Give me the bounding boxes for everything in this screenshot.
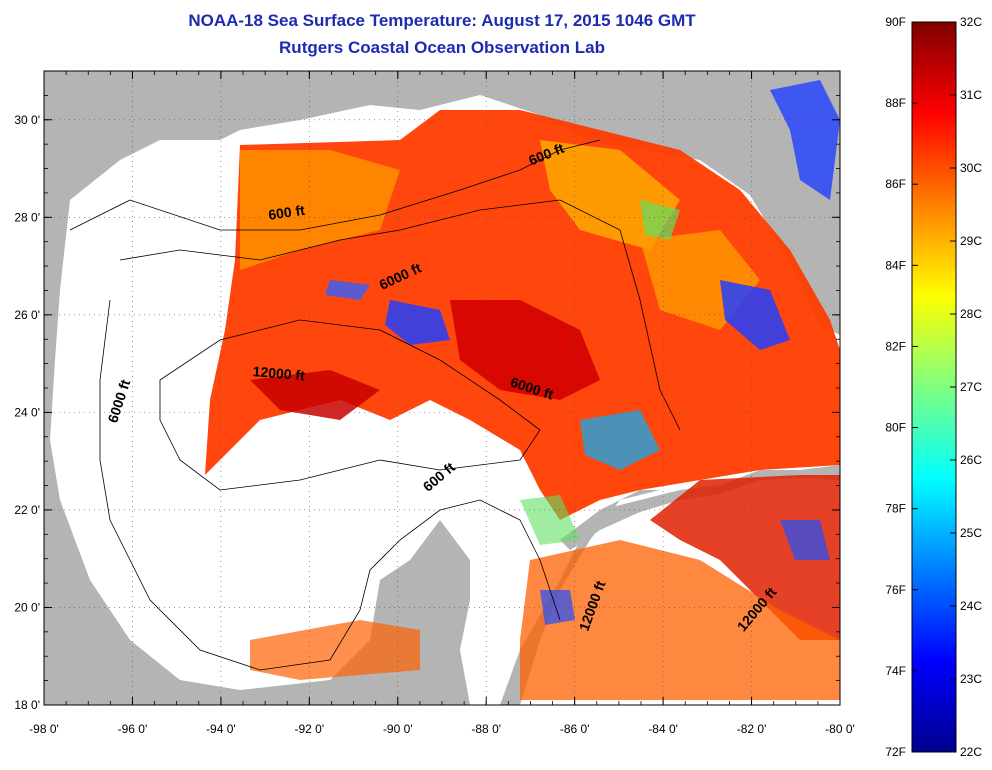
colorbar-f-label: 74F xyxy=(885,664,906,678)
colorbar-f-label: 78F xyxy=(885,502,906,516)
map-title: NOAA-18 Sea Surface Temperature: August … xyxy=(188,11,696,30)
colorbar-c-label: 28C xyxy=(960,307,982,321)
lat-tick-label: 18 0' xyxy=(14,698,40,712)
lon-tick-label: -82 0' xyxy=(737,722,767,736)
colorbar-f-label: 72F xyxy=(885,745,906,759)
lon-tick-label: -88 0' xyxy=(471,722,501,736)
lon-tick-label: -80 0' xyxy=(825,722,855,736)
colorbar-c-label: 25C xyxy=(960,526,982,540)
latitude-axis: 18 0' 20 0' 22 0' 24 0' 26 0' 28 0' 30 0' xyxy=(14,70,840,712)
colorbar-f-label: 82F xyxy=(885,339,906,353)
colorbar-fahrenheit-labels: 90F 88F 86F 84F 82F 80F 78F 76F 74F 72F xyxy=(885,15,918,759)
lat-tick-label: 20 0' xyxy=(14,600,40,614)
bathymetry-contours xyxy=(69,139,681,671)
colorbar-f-label: 86F xyxy=(885,177,906,191)
lat-tick-label: 28 0' xyxy=(14,210,40,224)
colorbar-c-label: 27C xyxy=(960,380,982,394)
colorbar-celsius-labels: 32C 31C 30C 29C 28C 27C 26C 25C 24C 23C 22C xyxy=(950,15,982,759)
colorbar-f-label: 84F xyxy=(885,258,906,272)
colorbar-c-label: 22C xyxy=(960,745,982,759)
colorbar-f-label: 80F xyxy=(885,421,906,435)
longitude-axis: -98 0' -96 0' -94 0' -92 0' -90 0' -88 0' -86 … xyxy=(29,71,855,736)
colorbar-c-label: 31C xyxy=(960,88,982,102)
colorbar-f-label: 76F xyxy=(885,583,906,597)
lon-tick-label: -96 0' xyxy=(118,722,148,736)
cuba-land xyxy=(560,465,840,550)
map-subtitle: Rutgers Coastal Ocean Observation Lab xyxy=(279,38,605,57)
lon-tick-label: -92 0' xyxy=(295,722,325,736)
lon-tick-label: -94 0' xyxy=(206,722,236,736)
lat-tick-label: 26 0' xyxy=(14,308,40,322)
colorbar-c-label: 29C xyxy=(960,234,982,248)
lat-tick-label: 24 0' xyxy=(14,405,40,419)
map-grid xyxy=(44,71,840,705)
sst-data xyxy=(205,80,840,700)
lon-tick-label: -98 0' xyxy=(29,722,59,736)
colorbar-f-label: 90F xyxy=(885,15,906,29)
colorbar-c-label: 32C xyxy=(960,15,982,29)
lon-tick-label: -90 0' xyxy=(383,722,413,736)
lat-tick-label: 22 0' xyxy=(14,503,40,517)
lon-tick-label: -84 0' xyxy=(648,722,678,736)
colorbar-c-label: 23C xyxy=(960,672,982,686)
lon-tick-label: -86 0' xyxy=(560,722,590,736)
colorbar-c-label: 24C xyxy=(960,599,982,613)
lat-tick-label: 30 0' xyxy=(14,113,40,127)
contour-label: 600 ft xyxy=(267,202,306,223)
colorbar-c-label: 30C xyxy=(960,161,982,175)
colorbar xyxy=(911,21,957,753)
colorbar-c-label: 26C xyxy=(960,453,982,467)
colorbar-f-label: 88F xyxy=(885,96,906,110)
contour-label: 12000 ft xyxy=(252,363,306,384)
